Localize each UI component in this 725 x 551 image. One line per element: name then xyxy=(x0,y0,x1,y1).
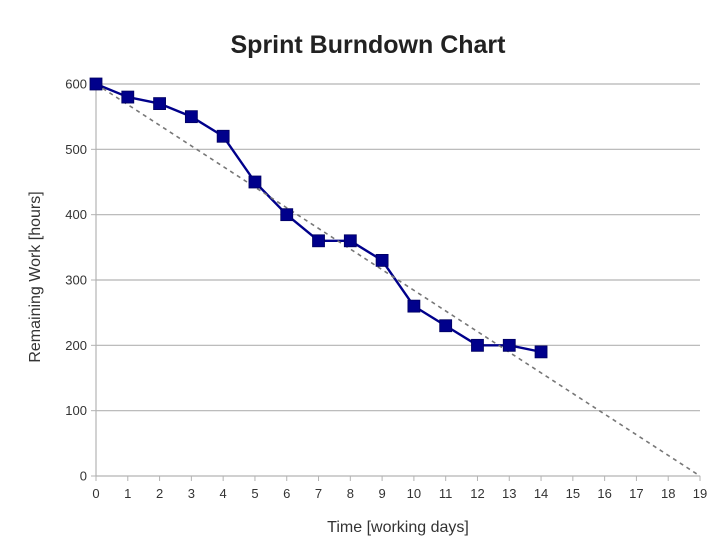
y-tick-label: 300 xyxy=(65,273,87,288)
data-point-marker xyxy=(312,234,325,248)
x-tick-labels: 0 1 2 3 4 5 6 7 8 9 10 11 12 13 14 15 16 17 18 19 xyxy=(92,486,707,501)
data-point-marker xyxy=(248,175,262,189)
ideal-burndown-line xyxy=(95,83,701,477)
y-tick-label: 600 xyxy=(65,77,87,92)
data-point-marker xyxy=(153,97,166,110)
x-tick-label: 0 xyxy=(92,486,99,501)
gridlines xyxy=(96,83,700,412)
axes xyxy=(91,83,701,481)
y-tick-label: 0 xyxy=(80,469,87,484)
data-point-marker xyxy=(375,253,389,267)
x-tick-label: 16 xyxy=(597,486,611,501)
x-tick-label: 9 xyxy=(378,486,385,501)
data-point-marker xyxy=(280,208,294,222)
data-point-marker xyxy=(121,90,135,104)
data-point-marker xyxy=(343,234,357,248)
x-tick-label: 4 xyxy=(220,486,227,501)
data-point-marker xyxy=(439,319,453,333)
y-tick-label: 400 xyxy=(65,207,87,222)
y-tick-label: 500 xyxy=(65,142,87,157)
x-tick-label: 10 xyxy=(407,486,421,501)
x-tick-label: 17 xyxy=(629,486,643,501)
x-tick-label: 2 xyxy=(156,486,163,501)
x-tick-label: 18 xyxy=(661,486,675,501)
x-tick-label: 13 xyxy=(502,486,516,501)
data-point-marker xyxy=(407,299,421,313)
y-axis-label: Remaining Work [hours] xyxy=(27,191,44,362)
data-markers xyxy=(89,77,548,359)
x-tick-label: 5 xyxy=(251,486,258,501)
x-tick-label: 6 xyxy=(283,486,290,501)
x-tick-label: 8 xyxy=(347,486,354,501)
x-tick-label: 3 xyxy=(188,486,195,501)
x-tick-label: 15 xyxy=(566,486,580,501)
chart-title: Sprint Burndown Chart xyxy=(231,31,507,59)
y-tick-labels: 0 100 200 300 400 500 600 xyxy=(65,77,87,484)
data-point-marker xyxy=(534,345,548,359)
y-tick-label: 200 xyxy=(65,338,87,353)
actual-burndown-line xyxy=(95,82,542,354)
x-tick-label: 1 xyxy=(124,486,131,501)
data-point-marker xyxy=(471,338,484,352)
x-tick-label: 14 xyxy=(534,486,548,501)
x-tick-label: 7 xyxy=(315,486,322,501)
x-tick-label: 19 xyxy=(693,486,707,501)
x-axis-label: Time [working days] xyxy=(327,519,469,536)
data-point-marker xyxy=(502,338,516,352)
y-tick-label: 100 xyxy=(65,403,87,418)
data-point-marker xyxy=(184,110,198,124)
x-tick-label: 11 xyxy=(439,486,453,501)
data-point-marker xyxy=(89,77,103,91)
data-point-marker xyxy=(216,129,230,143)
x-tick-label: 12 xyxy=(470,486,484,501)
